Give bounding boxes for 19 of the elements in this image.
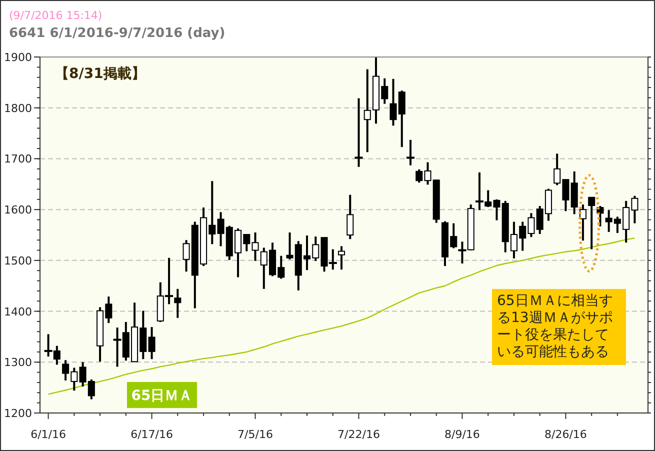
- y-tick-label: 1700: [4, 152, 32, 166]
- series-label: 65日ＭＡ: [131, 388, 193, 404]
- y-tick-label: 1500: [4, 254, 32, 268]
- y-tick-label: 1300: [4, 356, 32, 370]
- y-tick-label: 1400: [4, 305, 32, 318]
- chart-title: 6641 6/1/2016-9/7/2016 (day): [9, 26, 226, 41]
- x-tick-label: 7/22/16: [338, 428, 380, 441]
- annotation: 65日ＭＡに相当する13週ＭＡがサポート役を果たしている可能性もある: [492, 289, 626, 365]
- x-tick-label: 8/26/16: [544, 428, 587, 441]
- annotation: 【8/31掲載】: [55, 66, 146, 82]
- y-tick-label: 1900: [4, 51, 32, 64]
- x-tick-label: 6/17/16: [130, 428, 173, 441]
- text: (9/7/2016 15:14): [9, 9, 102, 22]
- x-tick-label: 6/1/16: [30, 428, 66, 441]
- y-tick-label: 1600: [4, 204, 32, 217]
- x-tick-label: 7/5/16: [238, 428, 273, 441]
- y-tick-label: 1200: [4, 407, 32, 420]
- y-tick-label: 1800: [4, 102, 32, 115]
- x-tick-label: 8/9/16: [444, 428, 480, 441]
